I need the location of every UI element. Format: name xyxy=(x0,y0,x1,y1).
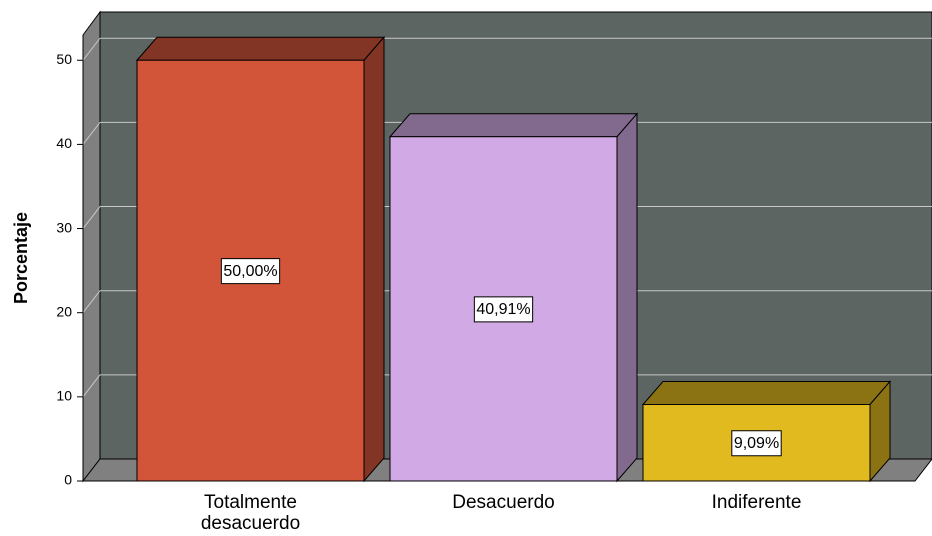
grid-line xyxy=(82,374,101,398)
x-tick-label: Totalmente desacuerdo xyxy=(200,492,301,534)
grid-line xyxy=(82,206,101,229)
y-tick-label: 40 xyxy=(56,135,72,151)
x-tick-label: Desacuerdo xyxy=(452,492,555,513)
left-wall xyxy=(82,10,101,483)
y-tick-label: 30 xyxy=(56,219,72,235)
y-tick-label: 20 xyxy=(56,303,72,319)
bar-side xyxy=(616,112,638,483)
value-label: 50,00% xyxy=(223,263,277,280)
bars: 50,00% 40,91% 9,09% xyxy=(135,35,892,483)
value-label: 40,91% xyxy=(476,301,530,318)
y-tick-label: 10 xyxy=(56,388,72,404)
x-tick-label: Indiferente xyxy=(711,492,802,513)
value-label: 9,09% xyxy=(734,435,779,452)
bar-top xyxy=(135,36,386,61)
y-axis-label: Porcentaje xyxy=(11,212,31,304)
value-label-box xyxy=(473,296,534,323)
grid-line xyxy=(82,37,101,61)
value-label-box xyxy=(731,430,782,457)
grid-line xyxy=(82,290,101,314)
bar-side xyxy=(363,35,385,483)
y-tick-label: 50 xyxy=(56,51,72,67)
bar-top xyxy=(388,113,639,138)
value-label-box xyxy=(220,258,281,285)
grid-line xyxy=(82,122,101,145)
bar-top xyxy=(641,381,892,406)
y-tick-label: 0 xyxy=(64,472,72,488)
